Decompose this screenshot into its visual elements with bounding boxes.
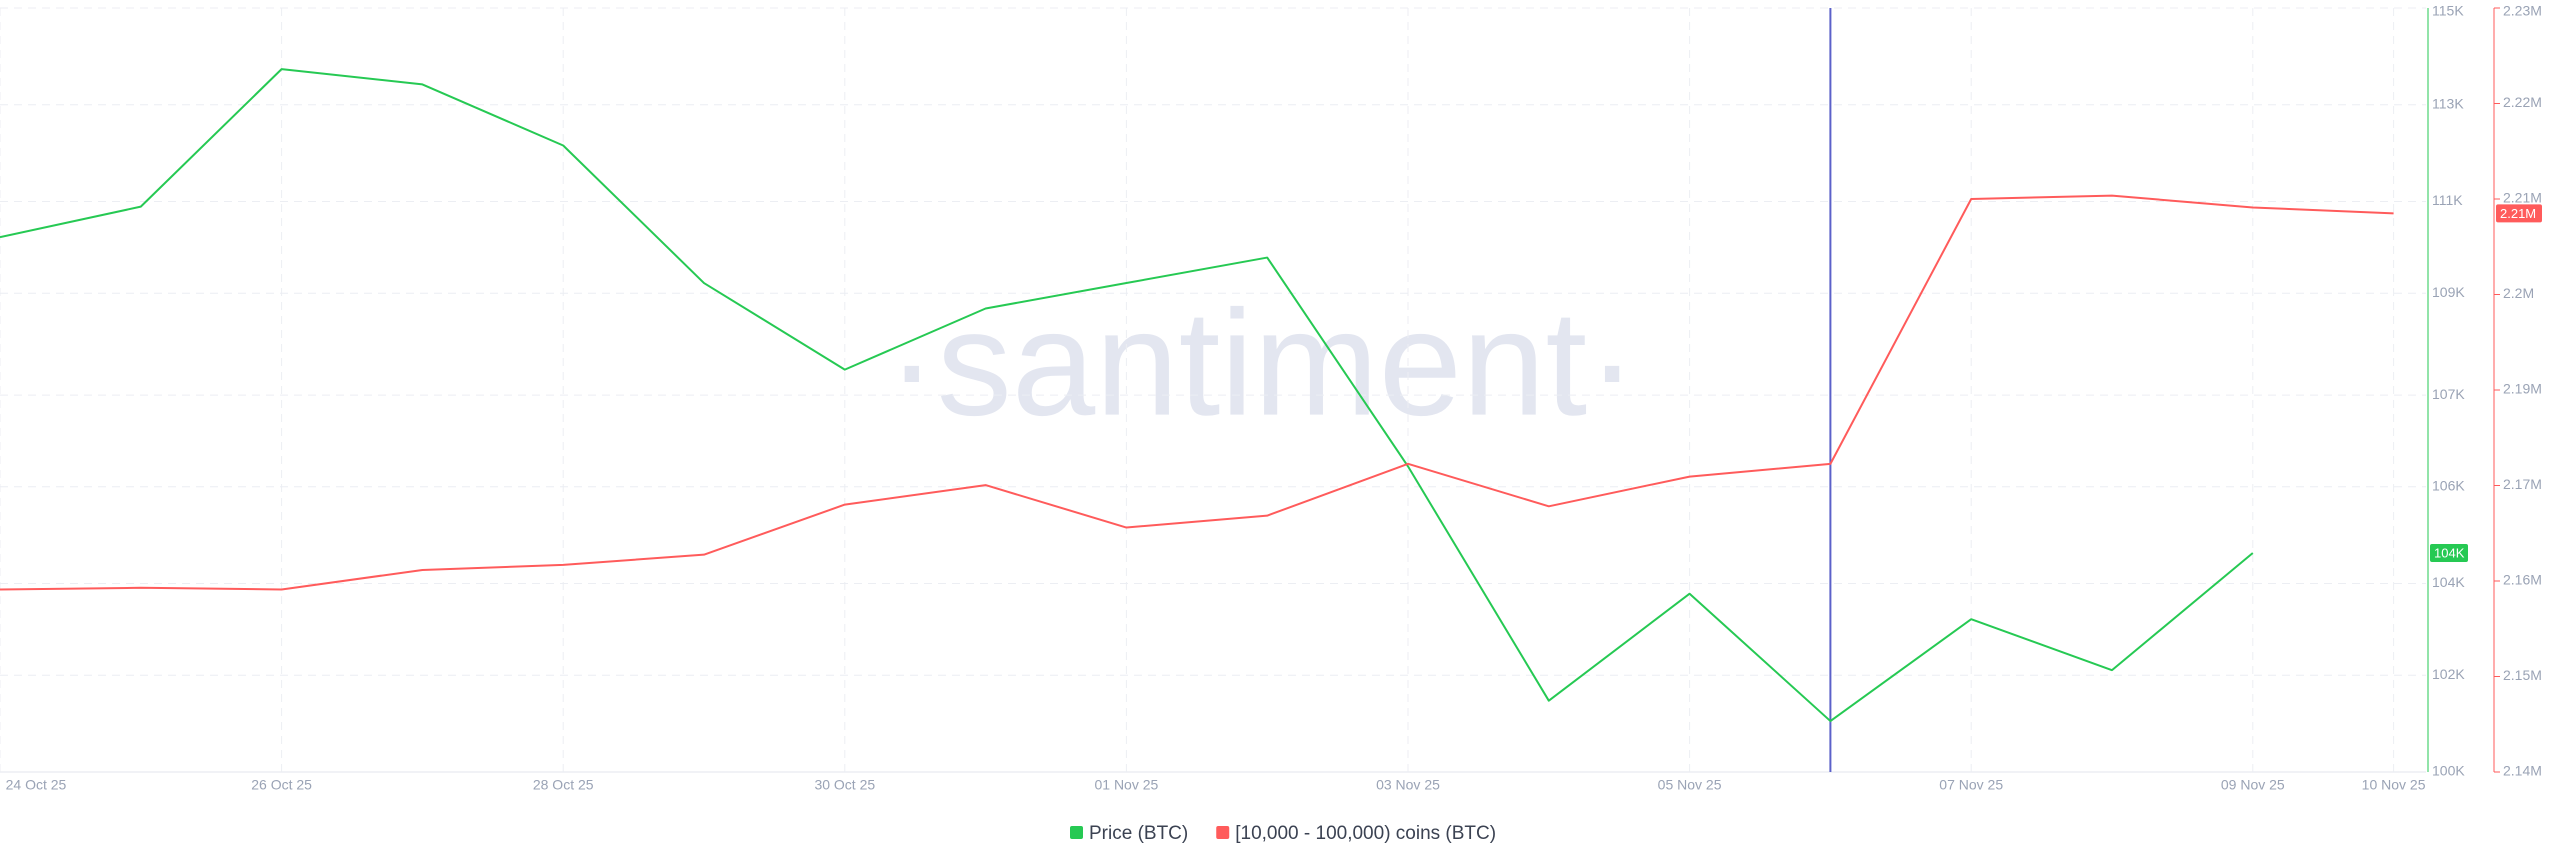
x-tick-label: 05 Nov 25 <box>1658 777 1722 793</box>
y2-tick-label: 2.15M <box>2503 667 2542 683</box>
y-tick-label: 109K <box>2432 284 2465 300</box>
y-tick-label: 115K <box>2432 3 2464 19</box>
y-tick-label: 104K <box>2432 574 2465 590</box>
y2-tick-label: 2.17M <box>2503 476 2542 492</box>
y2-tick-label: 2.22M <box>2503 94 2542 110</box>
series-line <box>0 68 2254 723</box>
y-tick-label: 113K <box>2432 95 2464 111</box>
legend-swatch <box>1216 826 1230 839</box>
x-tick-label: 09 Nov 25 <box>2221 777 2285 793</box>
legend-swatch <box>1070 826 1083 839</box>
x-tick-label: 24 Oct 25 <box>6 777 67 793</box>
y2-tick-label: 2.23M <box>2503 3 2542 19</box>
y2-tick-label: 2.2M <box>2503 285 2534 301</box>
x-tick-label: 01 Nov 25 <box>1094 777 1158 793</box>
value-badge-label: 104K <box>2434 545 2465 560</box>
y2-tick-label: 2.16M <box>2503 572 2542 588</box>
y-tick-label: 100K <box>2432 763 2465 779</box>
y2-tick-label: 2.21M <box>2503 190 2542 206</box>
y-tick-label: 107K <box>2432 386 2465 402</box>
watermark: ·santiment· <box>887 279 1637 447</box>
x-tick-label: 30 Oct 25 <box>814 777 875 793</box>
x-tick-label: 07 Nov 25 <box>1939 777 2003 793</box>
series-line <box>0 194 2394 591</box>
y-tick-label: 102K <box>2432 666 2465 682</box>
legend-label: Price (BTC) <box>1089 823 1188 844</box>
legend-label: [10,000 - 100,000) coins (BTC) <box>1235 823 1496 844</box>
y2-tick-label: 2.19M <box>2503 381 2542 397</box>
value-badge <box>2496 204 2542 223</box>
x-tick-label: 03 Nov 25 <box>1376 777 1440 793</box>
x-tick-label: 10 Nov 25 <box>2362 777 2426 793</box>
y2-tick-label: 2.14M <box>2503 763 2542 779</box>
value-badge <box>2430 543 2468 562</box>
y-tick-label: 106K <box>2432 477 2465 493</box>
value-badge-label: 2.21M <box>2500 206 2536 221</box>
x-tick-label: 28 Oct 25 <box>533 777 594 793</box>
y-tick-label: 111K <box>2432 192 2463 208</box>
x-tick-label: 26 Oct 25 <box>251 777 312 793</box>
